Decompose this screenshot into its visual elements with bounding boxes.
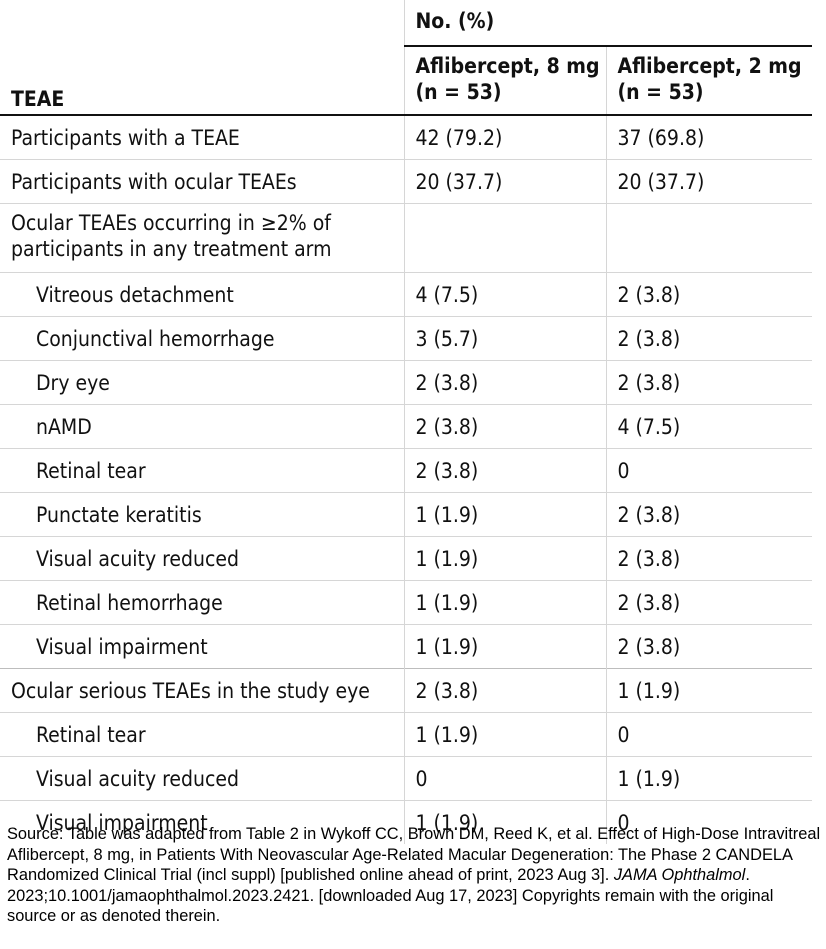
table-row: Visual impairment 1 (1.9) 0 xyxy=(0,800,812,844)
source-citation: Source: Table was adapted from Table 2 i… xyxy=(7,824,821,927)
row-label: nAMD xyxy=(0,404,405,449)
header-aflibercept-8mg-name: Aflibercept, 8 mg xyxy=(415,54,600,78)
row-label-text: Visual acuity reduced xyxy=(36,546,240,571)
row-value-8mg: 1 (1.9) xyxy=(404,800,607,844)
row-label-text: Retinal tear xyxy=(36,722,146,747)
row-label: Ocular TEAEs occurring in ≥2% of partici… xyxy=(0,203,405,273)
table-row: Retinal hemorrhage 1 (1.9) 2 (3.8) xyxy=(0,580,812,625)
row-value-2mg: 1 (1.9) xyxy=(617,766,681,791)
row-label: Visual impairment xyxy=(0,800,405,844)
row-value-8mg: 4 (7.5) xyxy=(404,272,607,317)
row-label-text: Dry eye xyxy=(36,370,110,395)
row-value-8mg: 1 (1.9) xyxy=(404,624,607,669)
row-value-2mg: 2 (3.8) xyxy=(617,546,681,571)
row-label: Visual acuity reduced xyxy=(0,536,405,581)
row-label-text: Conjunctival hemorrhage xyxy=(36,326,275,351)
table-row: Participants with ocular TEAEs 20 (37.7) 2… xyxy=(0,159,812,204)
row-value-2mg: 2 (3.8) xyxy=(617,590,681,615)
row-label-text: Visual acuity reduced xyxy=(36,766,240,791)
row-label-text: Retinal hemorrhage xyxy=(36,590,223,615)
row-label-text: Participants with ocular TEAEs xyxy=(11,169,297,194)
header-aflibercept-2mg: Aflibercept, 2 mg (n = 53) xyxy=(606,46,812,116)
row-label: Participants with a TEAE xyxy=(0,115,405,160)
table-row: Conjunctival hemorrhage 3 (5.7) 2 (3.8) xyxy=(0,316,812,361)
row-label: Ocular serious TEAEs in the study eye xyxy=(0,668,405,713)
row-value-8mg: 2 (3.8) xyxy=(404,360,607,405)
row-label-text: nAMD xyxy=(36,414,92,439)
header-aflibercept-8mg-n: (n = 53) xyxy=(415,80,502,104)
table-row: Punctate keratitis 1 (1.9) 2 (3.8) xyxy=(0,492,812,537)
row-label: Vitreous detachment xyxy=(0,272,405,317)
row-value-2mg: 0 xyxy=(617,722,630,747)
teae-table: No. (%) TEAE Aflibercept, 8 mg (n = 53) … xyxy=(0,0,812,844)
table-row: Visual impairment 1 (1.9) 2 (3.8) xyxy=(0,624,812,669)
table-row: Ocular serious TEAEs in the study eye 2 (… xyxy=(0,668,812,713)
table-row: Visual acuity reduced 0 1 (1.9) xyxy=(0,756,812,801)
row-value-8mg: 0 xyxy=(404,756,607,801)
row-label-text: Participants with a TEAE xyxy=(11,125,240,150)
table-row: nAMD 2 (3.8) 4 (7.5) xyxy=(0,404,812,449)
row-value-8mg: 1 (1.9) xyxy=(404,492,607,537)
row-label-text: Visual impairment xyxy=(36,634,208,659)
header-aflibercept-2mg-name: Aflibercept, 2 mg xyxy=(617,54,802,78)
row-label: Conjunctival hemorrhage xyxy=(0,316,405,361)
header-row-group: No. (%) xyxy=(0,0,812,47)
table-body: Participants with a TEAE 42 (79.2) 37 (69.… xyxy=(0,115,812,844)
row-label: Participants with ocular TEAEs xyxy=(0,159,405,204)
row-label: Visual impairment xyxy=(0,624,405,669)
row-label-text: Punctate keratitis xyxy=(36,502,202,527)
row-value-2mg: 37 (69.8) xyxy=(617,125,705,150)
row-label-text: Retinal tear xyxy=(36,458,146,483)
row-value-8mg: 3 (5.7) xyxy=(404,316,607,361)
row-value-8mg: 2 (3.8) xyxy=(404,404,607,449)
header-teae: TEAE xyxy=(0,46,405,116)
table-row: Visual acuity reduced 1 (1.9) 2 (3.8) xyxy=(0,536,812,581)
row-value-8mg: 42 (79.2) xyxy=(404,115,607,160)
row-label-text: Ocular TEAEs occurring in ≥2% of partici… xyxy=(11,211,332,261)
row-value-2mg xyxy=(606,204,812,273)
teae-table-container: No. (%) TEAE Aflibercept, 8 mg (n = 53) … xyxy=(0,0,812,844)
row-label: Retinal tear xyxy=(0,712,405,757)
row-value-2mg: 1 (1.9) xyxy=(617,678,681,703)
table-row: Retinal tear 2 (3.8) 0 xyxy=(0,448,812,493)
row-value-2mg: 20 (37.7) xyxy=(617,169,705,194)
row-label: Retinal tear xyxy=(0,448,405,493)
row-value-2mg: 0 xyxy=(617,458,630,483)
table-row: Dry eye 2 (3.8) 2 (3.8) xyxy=(0,360,812,405)
row-value-8mg: 1 (1.9) xyxy=(404,536,607,581)
row-value-8mg: 2 (3.8) xyxy=(404,668,607,713)
table-row: Retinal tear 1 (1.9) 0 xyxy=(0,712,812,757)
row-label: Retinal hemorrhage xyxy=(0,580,405,625)
row-label: Visual acuity reduced xyxy=(0,756,405,801)
row-value-2mg: 2 (3.8) xyxy=(617,634,681,659)
table-row: Participants with a TEAE 42 (79.2) 37 (69.… xyxy=(0,115,812,160)
source-text-after: . 2023;10.1001/jamaophthalmol.2023.2421.… xyxy=(7,866,774,926)
row-label-text: Visual impairment xyxy=(36,810,208,835)
row-value-2mg: 2 (3.8) xyxy=(617,326,681,351)
header-row-columns: TEAE Aflibercept, 8 mg (n = 53) Afliberc… xyxy=(0,46,812,116)
table-row: Ocular TEAEs occurring in ≥2% of partici… xyxy=(0,203,812,273)
source-journal: JAMA Ophthalmol xyxy=(613,866,746,885)
row-value-8mg: 1 (1.9) xyxy=(404,712,607,757)
row-value-2mg: 2 (3.8) xyxy=(617,282,681,307)
row-label-text: Ocular serious TEAEs in the study eye xyxy=(11,678,370,703)
row-value-2mg: 4 (7.5) xyxy=(617,414,681,439)
row-label-text: Vitreous detachment xyxy=(36,282,234,307)
table-header: No. (%) TEAE Aflibercept, 8 mg (n = 53) … xyxy=(0,0,812,116)
row-value-8mg: 20 (37.7) xyxy=(404,159,607,204)
row-label: Dry eye xyxy=(0,360,405,405)
row-value-8mg: 2 (3.8) xyxy=(404,448,607,493)
row-value-2mg: 2 (3.8) xyxy=(617,370,681,395)
source-text-before: Source: Table was adapted from Table 2 i… xyxy=(7,825,821,885)
header-empty-cell xyxy=(0,0,405,46)
header-aflibercept-8mg: Aflibercept, 8 mg (n = 53) xyxy=(404,46,607,116)
row-value-8mg: 1 (1.9) xyxy=(404,580,607,625)
row-value-2mg: 0 xyxy=(617,810,630,835)
row-value-8mg xyxy=(404,203,607,273)
header-aflibercept-2mg-n: (n = 53) xyxy=(617,80,704,104)
row-label: Punctate keratitis xyxy=(0,492,405,537)
table-row: Vitreous detachment 4 (7.5) 2 (3.8) xyxy=(0,272,812,317)
header-group-label: No. (%) xyxy=(404,0,812,47)
row-value-2mg: 2 (3.8) xyxy=(617,502,681,527)
